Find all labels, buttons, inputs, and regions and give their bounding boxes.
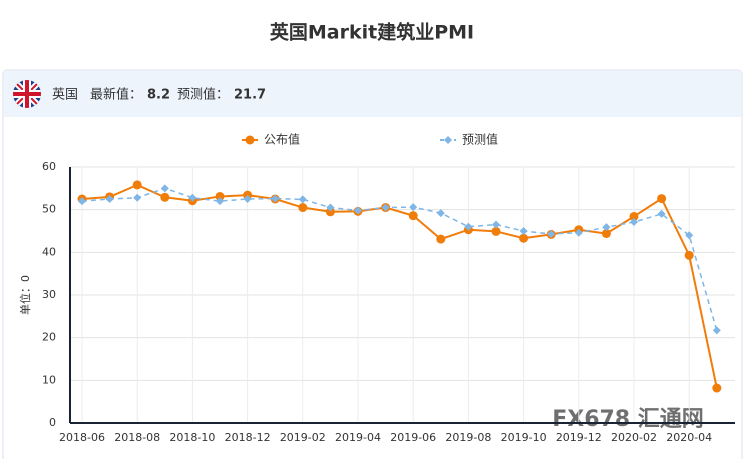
y-tick-label: 40 <box>42 245 56 258</box>
x-tick-label: 2020-02 <box>611 431 657 444</box>
point <box>215 191 225 201</box>
point <box>601 229 611 239</box>
point <box>298 195 307 204</box>
point <box>326 203 335 212</box>
point <box>132 180 142 190</box>
point <box>78 197 86 206</box>
point <box>133 193 142 202</box>
point <box>464 222 473 231</box>
point <box>105 195 114 203</box>
legend-marker <box>444 136 452 144</box>
point <box>381 203 390 212</box>
y-axis-label: 单位：0 <box>18 275 32 315</box>
point <box>492 220 500 229</box>
flag <box>13 80 41 108</box>
x-tick-label: 2018-12 <box>225 431 271 444</box>
forecast-label: 预测值： <box>177 87 229 103</box>
point <box>547 229 556 238</box>
x-tick-label: 2019-08 <box>445 431 491 444</box>
y-tick-label: 0 <box>49 416 56 429</box>
x-tick-label: 2019-10 <box>501 431 547 444</box>
point <box>354 206 362 215</box>
point <box>325 207 335 217</box>
y-tick-label: 20 <box>42 331 56 344</box>
point <box>657 209 666 218</box>
point <box>712 326 721 335</box>
point <box>684 250 694 260</box>
point <box>630 218 638 227</box>
point <box>216 197 224 206</box>
point <box>160 192 170 202</box>
country: 英国 <box>52 88 78 103</box>
x-tick-label: 2019-04 <box>335 431 381 444</box>
card <box>2 69 743 459</box>
latest-label: 最新值： <box>90 87 142 103</box>
x-tick-label: 2019-12 <box>556 431 602 444</box>
point <box>436 234 446 244</box>
point <box>243 195 252 203</box>
latest-value: 8.2 <box>147 88 170 103</box>
point <box>712 383 722 393</box>
point <box>409 203 418 212</box>
y-tick-label: 50 <box>42 203 56 216</box>
point <box>491 226 501 236</box>
point <box>160 184 169 193</box>
point <box>408 211 418 221</box>
x-tick-label: 2020-04 <box>666 431 712 444</box>
legend-marker <box>245 135 255 145</box>
point <box>519 227 528 235</box>
point <box>657 194 667 204</box>
card-header <box>4 71 741 117</box>
forecast-value: 21.7 <box>234 88 266 103</box>
y-tick-label: 10 <box>42 373 56 386</box>
y-tick-label: 30 <box>42 288 56 301</box>
point <box>298 203 308 213</box>
legend-label: 公布值 <box>264 132 300 147</box>
legend-label: 预测值 <box>462 132 498 147</box>
y-tick-label: 60 <box>42 160 56 173</box>
series-line <box>81 187 718 331</box>
point <box>519 233 529 243</box>
x-tick-label: 2018-06 <box>59 431 105 444</box>
point <box>271 194 280 203</box>
watermark: FX678 汇通网 <box>552 407 704 432</box>
x-tick-label: 2019-06 <box>390 431 436 444</box>
point <box>436 209 445 218</box>
series-line <box>81 183 718 389</box>
point <box>188 193 197 202</box>
point <box>685 231 694 240</box>
point <box>602 223 611 232</box>
point <box>574 228 583 237</box>
x-tick-label: 2018-08 <box>114 431 160 444</box>
x-tick-label: 2018-10 <box>169 431 215 444</box>
chart-title: 英国Markit建筑业PMI <box>270 21 474 44</box>
x-tick-label: 2019-02 <box>280 431 326 444</box>
point <box>629 211 639 221</box>
